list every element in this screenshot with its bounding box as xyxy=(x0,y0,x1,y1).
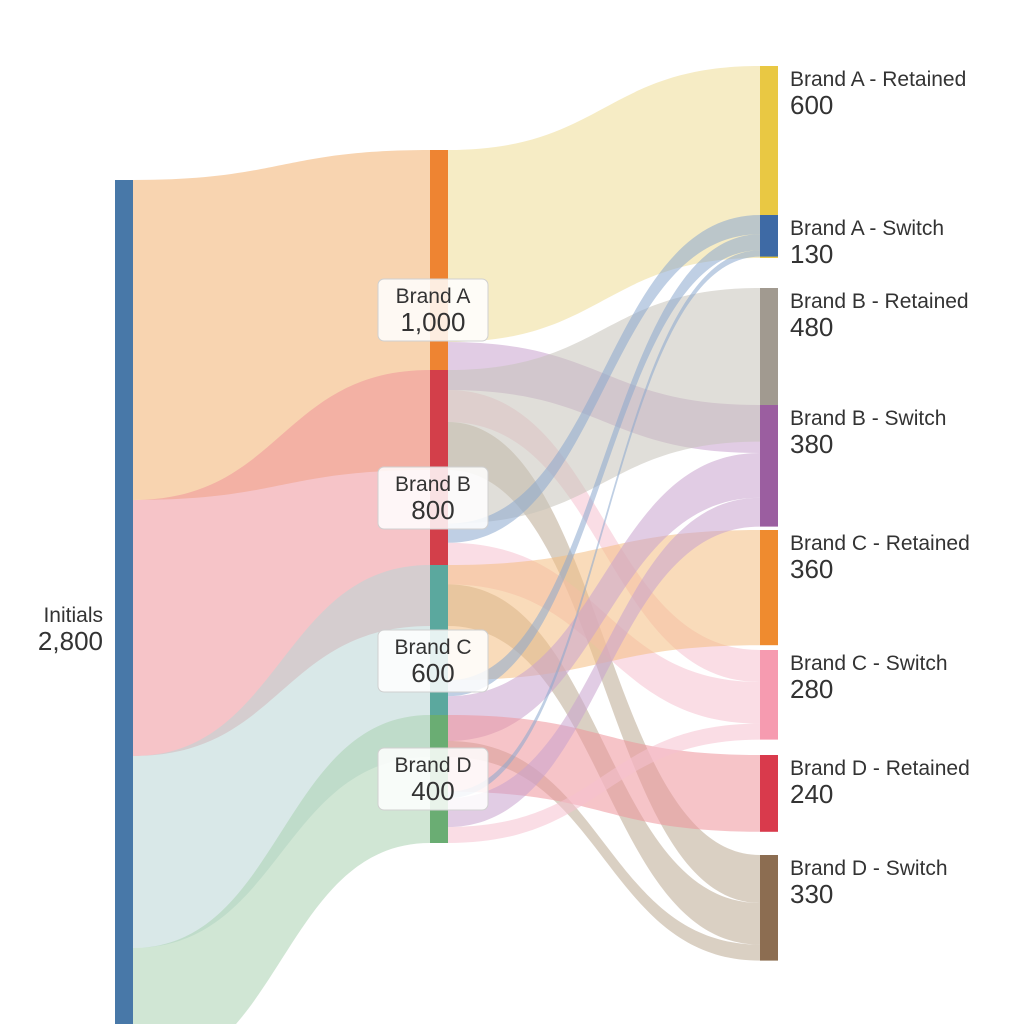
node-value: 280 xyxy=(790,674,833,704)
node-label: Initials xyxy=(43,604,103,627)
node-value: 600 xyxy=(411,658,454,688)
sankey-node xyxy=(115,180,133,1024)
node-label: Brand B xyxy=(395,473,471,496)
node-value: 2,800 xyxy=(38,626,103,656)
node-value: 380 xyxy=(790,429,833,459)
sankey-node xyxy=(760,215,778,257)
node-label: Brand D xyxy=(394,754,471,777)
node-label: Brand C xyxy=(394,636,471,659)
sankey-diagram: Initials2,800 Brand A1,000 Brand B800 Brand… xyxy=(0,0,1024,1024)
node-label: Brand B - Switch xyxy=(790,407,946,430)
node-value: 240 xyxy=(790,779,833,809)
sankey-node xyxy=(760,755,778,832)
node-value: 1,000 xyxy=(400,307,465,337)
node-value: 330 xyxy=(790,879,833,909)
node-value: 360 xyxy=(790,554,833,584)
node-value: 130 xyxy=(790,239,833,269)
node-label: Brand A xyxy=(396,285,471,308)
node-label: Brand C - Switch xyxy=(790,652,948,675)
sankey-node xyxy=(760,405,778,527)
node-label: Brand B - Retained xyxy=(790,290,969,313)
node-label: Brand A - Retained xyxy=(790,68,966,91)
node-value: 800 xyxy=(411,495,454,525)
node-label: Brand A - Switch xyxy=(790,217,944,240)
sankey-node xyxy=(760,855,778,961)
node-label: Brand D - Retained xyxy=(790,757,970,780)
sankey-node xyxy=(760,530,778,645)
node-value: 400 xyxy=(411,776,454,806)
node-value: 600 xyxy=(790,90,833,120)
node-label: Brand D - Switch xyxy=(790,857,948,880)
node-value: 480 xyxy=(790,312,833,342)
sankey-node xyxy=(760,650,778,740)
node-label: Brand C - Retained xyxy=(790,532,970,555)
